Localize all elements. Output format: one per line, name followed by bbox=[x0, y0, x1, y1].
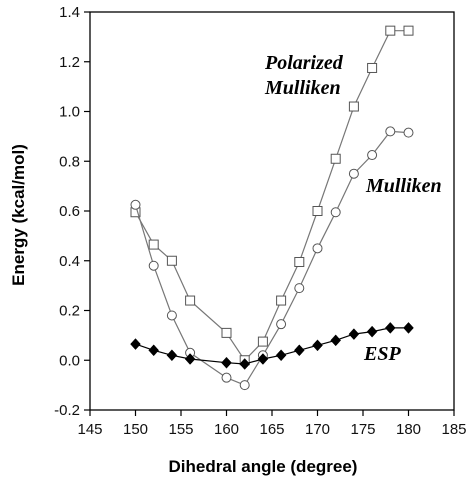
data-point bbox=[367, 150, 378, 161]
data-point bbox=[276, 319, 287, 330]
series-label-polarized-mulliken: Polarized bbox=[264, 52, 344, 74]
x-tick-label: 160 bbox=[214, 421, 239, 438]
y-tick-label: 0.2 bbox=[59, 303, 80, 320]
series-esp bbox=[130, 322, 414, 370]
data-point bbox=[239, 358, 251, 370]
data-point bbox=[385, 25, 396, 36]
data-point bbox=[312, 206, 323, 216]
data-point bbox=[294, 256, 305, 267]
x-tick-label: 165 bbox=[259, 421, 284, 438]
x-tick-label: 170 bbox=[305, 421, 330, 438]
x-tick-label: 150 bbox=[123, 421, 148, 438]
y-tick-label: 0.6 bbox=[59, 203, 80, 220]
data-point bbox=[367, 62, 378, 73]
data-point bbox=[294, 283, 305, 294]
data-point bbox=[330, 153, 341, 164]
axes: 145 150 155 160 165 170 175 180 185 -0.2 0.0 0.2 0.4… bbox=[54, 4, 466, 438]
data-point bbox=[148, 344, 160, 357]
data-point bbox=[130, 338, 141, 350]
x-tick-label: 175 bbox=[350, 421, 375, 438]
data-point bbox=[257, 336, 268, 347]
x-tick-label: 145 bbox=[77, 421, 102, 438]
data-point bbox=[293, 344, 305, 357]
data-point bbox=[403, 322, 414, 334]
data-point bbox=[312, 243, 323, 254]
data-point bbox=[166, 255, 177, 266]
data-point bbox=[166, 349, 178, 362]
data-point bbox=[148, 260, 159, 271]
data-point bbox=[385, 126, 396, 137]
series-label-polarized-mulliken: Mulliken bbox=[264, 77, 341, 99]
data-point bbox=[312, 339, 323, 352]
x-tick-label: 155 bbox=[168, 421, 193, 438]
data-point bbox=[276, 295, 287, 306]
y-tick-label: 0.8 bbox=[59, 153, 80, 170]
data-point bbox=[403, 127, 414, 138]
data-point bbox=[221, 327, 232, 338]
y-tick-label: 0.0 bbox=[59, 352, 80, 369]
y-tick-label: 1.0 bbox=[59, 104, 80, 121]
y-axis-title: Energy (kcal/mol) bbox=[9, 144, 28, 286]
data-point bbox=[148, 239, 159, 250]
y-tick-label: 0.4 bbox=[59, 253, 80, 270]
data-point bbox=[348, 328, 360, 341]
series-mulliken bbox=[130, 126, 414, 391]
y-tick-label: -0.2 bbox=[54, 402, 80, 419]
data-point bbox=[403, 25, 414, 36]
y-tick-label: 1.2 bbox=[59, 54, 80, 71]
data-point bbox=[130, 199, 141, 210]
x-tick-label: 185 bbox=[441, 421, 466, 438]
x-tick-label: 180 bbox=[396, 421, 421, 438]
data-point bbox=[275, 349, 287, 362]
data-point bbox=[384, 322, 396, 334]
data-point bbox=[348, 101, 359, 112]
annotation-layer: Polarized Mulliken Mulliken ESP bbox=[264, 52, 442, 365]
data-point bbox=[184, 353, 196, 365]
series-label-mulliken: Mulliken bbox=[365, 175, 442, 197]
data-point bbox=[221, 356, 232, 369]
series-label-esp: ESP bbox=[363, 343, 401, 365]
data-point bbox=[221, 372, 232, 383]
data-point bbox=[348, 168, 359, 179]
data-point bbox=[257, 353, 269, 365]
data-point bbox=[239, 380, 250, 391]
y-tick-label: 1.4 bbox=[59, 4, 80, 21]
data-point bbox=[185, 295, 196, 306]
data-point bbox=[366, 325, 378, 338]
series-layer bbox=[130, 25, 414, 391]
data-point bbox=[166, 310, 177, 321]
data-point bbox=[330, 334, 342, 347]
x-axis-title: Dihedral angle (degree) bbox=[169, 457, 358, 476]
data-point bbox=[330, 207, 341, 218]
